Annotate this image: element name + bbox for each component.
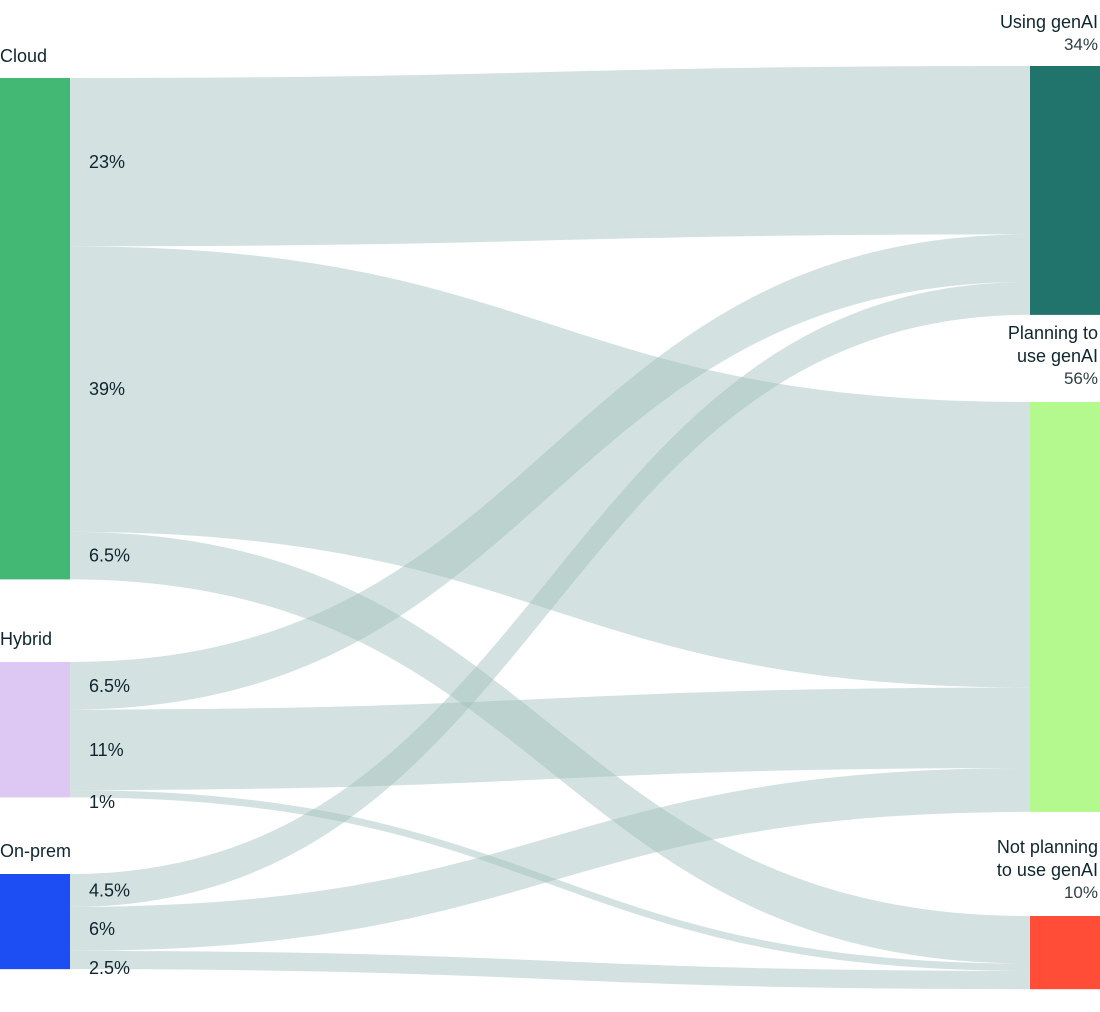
flow-label-cloud-to-using: 23% (89, 152, 125, 172)
flow-cloud-to-planning (70, 246, 1030, 688)
flow-hybrid-to-using (70, 234, 1030, 710)
target-node-planning-to-use-genai (1030, 402, 1100, 812)
flow-label-cloud-to-planning: 39% (89, 379, 125, 399)
flow-onprem-to-using (70, 281, 1030, 907)
flow-label-hybrid-to-using: 6.5% (89, 676, 130, 696)
flow-label-cloud-to-notplanning: 6.5% (89, 546, 130, 566)
source-node-cloud (0, 78, 70, 580)
nodes-layer (0, 66, 1100, 990)
source-node-hybrid (0, 662, 70, 798)
source-node-on-prem (0, 874, 70, 970)
flow-onprem-to-notplanning (70, 950, 1030, 990)
target-node-not-planning-to-use-genai (1030, 916, 1100, 990)
flows-layer (70, 66, 1030, 990)
target-value-planning-to-use-genai: 56% (1064, 369, 1098, 388)
target-label-not-planning-to-use-genai-line-1: Not planning (997, 837, 1098, 857)
source-label-hybrid: Hybrid (0, 629, 52, 649)
flow-label-hybrid-to-planning: 11% (89, 740, 124, 760)
flow-label-onprem-to-planning: 6% (89, 919, 115, 939)
target-value-using-genai: 34% (1064, 35, 1098, 54)
flow-cloud-to-notplanning (70, 531, 1030, 964)
source-label-cloud: Cloud (0, 46, 47, 66)
flow-label-onprem-to-using: 4.5% (89, 880, 130, 900)
labels-layer: Cloud Hybrid On-prem Using genAI 34% Planning… (0, 12, 1098, 978)
target-label-planning-to-use-genai-line-1: Planning to (1008, 323, 1098, 343)
flow-label-hybrid-to-notplanning: 1% (89, 792, 115, 812)
flow-label-onprem-to-notplanning: 2.5% (89, 958, 130, 978)
target-label-not-planning-to-use-genai-line-2: to use genAI (997, 860, 1098, 880)
source-label-on-prem: On-prem (0, 841, 71, 861)
target-node-using-genai (1030, 66, 1100, 315)
flow-hybrid-to-planning (70, 687, 1030, 791)
flow-hybrid-to-notplanning (70, 790, 1030, 971)
flow-cloud-to-using (70, 66, 1030, 247)
target-label-using-genai-line-1: Using genAI (1000, 12, 1098, 32)
flow-onprem-to-planning (70, 768, 1030, 951)
target-value-not-planning-to-use-genai: 10% (1064, 883, 1098, 902)
target-label-planning-to-use-genai-line-2: use genAI (1017, 346, 1098, 366)
